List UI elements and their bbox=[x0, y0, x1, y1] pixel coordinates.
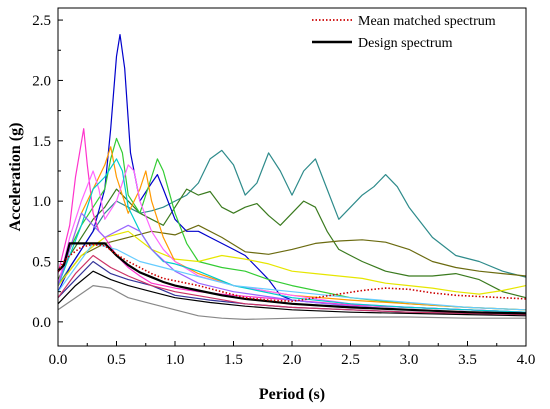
record-spectrum-line-9 bbox=[57, 164, 527, 313]
x-tick-label: 1.5 bbox=[224, 352, 243, 368]
record-spectrum-line-10 bbox=[57, 158, 527, 313]
x-tick-label: 0.5 bbox=[107, 352, 126, 368]
record-spectrum-line-5 bbox=[57, 137, 527, 311]
record-spectrum-line-7 bbox=[57, 128, 527, 313]
x-tick-label: 3.5 bbox=[458, 352, 477, 368]
y-axis-title: Acceleration (g) bbox=[7, 123, 24, 232]
record-spectrum-line-6 bbox=[57, 230, 527, 295]
y-tick-label: 0.0 bbox=[32, 315, 51, 331]
legend-label-design: Design spectrum bbox=[358, 36, 453, 51]
record-spectrum-line-4 bbox=[57, 34, 527, 313]
x-axis-title: Period (s) bbox=[259, 386, 325, 403]
y-tick-label: 0.5 bbox=[32, 255, 51, 271]
axes: 0.0 0.5 1.0 1.5 2.0 2.5 3.0 3.5 4.0 0.0 0.5 1.0 1.5… bbox=[32, 7, 536, 368]
record-spectrum-line-8 bbox=[57, 146, 527, 311]
x-tick-label: 2.0 bbox=[283, 352, 302, 368]
x-tick-label: 1.0 bbox=[166, 352, 185, 368]
record-spectrum-line-14 bbox=[57, 270, 527, 317]
plot-lines bbox=[57, 34, 527, 320]
y-tick-label: 2.0 bbox=[32, 73, 51, 89]
legend: Mean matched spectrum Design spectrum bbox=[312, 14, 496, 51]
record-spectrum-line-3 bbox=[57, 224, 527, 286]
y-tick-label: 2.5 bbox=[32, 13, 51, 29]
legend-label-mean-matched: Mean matched spectrum bbox=[358, 14, 496, 29]
x-axis-ticks: 0.0 0.5 1.0 1.5 2.0 2.5 3.0 3.5 4.0 bbox=[49, 341, 536, 368]
mean-matched-spectrum-line bbox=[57, 243, 527, 303]
y-tick-label: 1.0 bbox=[32, 194, 51, 210]
x-tick-label: 3.0 bbox=[400, 352, 419, 368]
design-spectrum-line bbox=[57, 242, 527, 315]
record-spectrum-line-16 bbox=[57, 254, 527, 316]
y-tick-label: 1.5 bbox=[32, 134, 51, 150]
record-spectrum-line-15 bbox=[57, 285, 526, 320]
y-axis-ticks: 0.0 0.5 1.0 1.5 2.0 2.5 bbox=[32, 13, 63, 331]
x-tick-label: 2.5 bbox=[341, 352, 360, 368]
x-tick-label: 4.0 bbox=[517, 352, 536, 368]
x-tick-label: 0.0 bbox=[49, 352, 68, 368]
